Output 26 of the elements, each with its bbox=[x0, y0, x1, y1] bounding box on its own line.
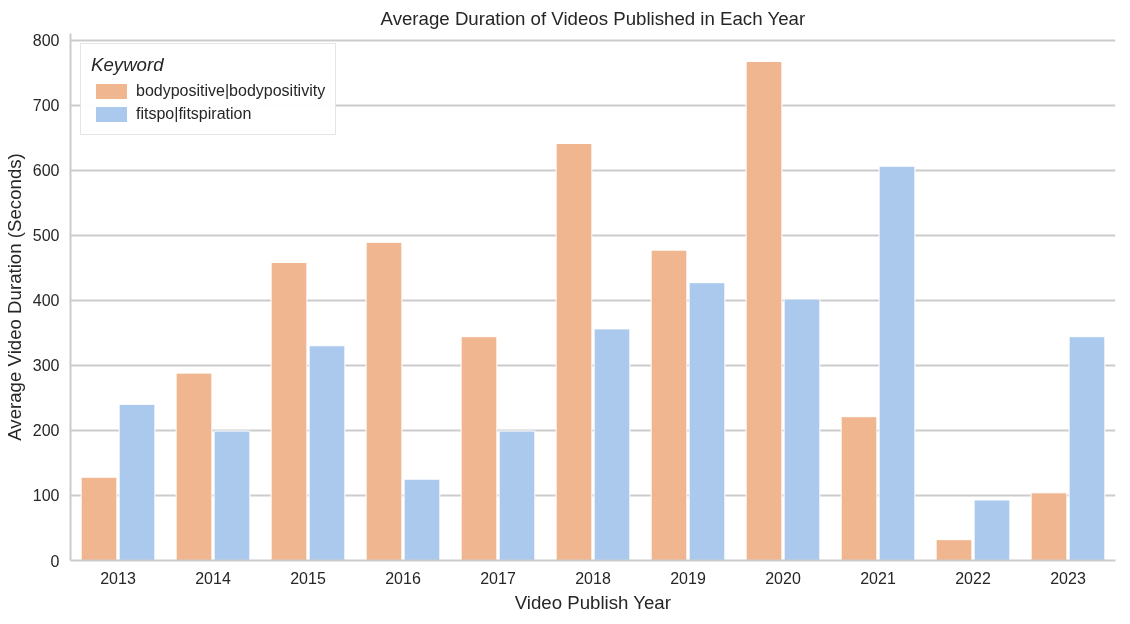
y-tick-label: 100 bbox=[32, 487, 60, 505]
y-tick-label: 300 bbox=[32, 357, 60, 375]
y-tick-label: 0 bbox=[50, 552, 60, 570]
y-axis-title: Average Video Duration (Seconds) bbox=[3, 153, 25, 441]
y-tick-label: 800 bbox=[32, 32, 60, 50]
y-tick-label: 700 bbox=[32, 97, 60, 115]
legend-label: fitspo|fitspiration bbox=[136, 105, 252, 123]
x-tick-label: 2016 bbox=[385, 569, 421, 587]
y-tick-label: 400 bbox=[32, 292, 60, 310]
chart-title: Average Duration of Videos Published in Each Year bbox=[380, 7, 806, 29]
x-tick-label: 2015 bbox=[290, 569, 326, 587]
x-tick-label: 2023 bbox=[1050, 569, 1086, 587]
legend-label: bodypositive|bodypositivity bbox=[136, 82, 326, 100]
x-tick-label: 2014 bbox=[195, 569, 231, 587]
y-tick-label: 200 bbox=[32, 422, 60, 440]
x-tick-label: 2019 bbox=[670, 569, 706, 587]
y-tick-label: 600 bbox=[32, 162, 60, 180]
y-tick-label: 500 bbox=[32, 227, 60, 245]
x-tick-label: 2021 bbox=[860, 569, 896, 587]
legend-title: Keyword bbox=[91, 54, 165, 76]
x-tick-label: 2018 bbox=[575, 569, 611, 587]
x-tick-label: 2013 bbox=[100, 569, 136, 587]
x-axis-title: Video Publish Year bbox=[514, 591, 671, 613]
x-tick-label: 2022 bbox=[955, 569, 991, 587]
x-tick-label: 2020 bbox=[765, 569, 801, 587]
x-tick-label: 2017 bbox=[480, 569, 516, 587]
